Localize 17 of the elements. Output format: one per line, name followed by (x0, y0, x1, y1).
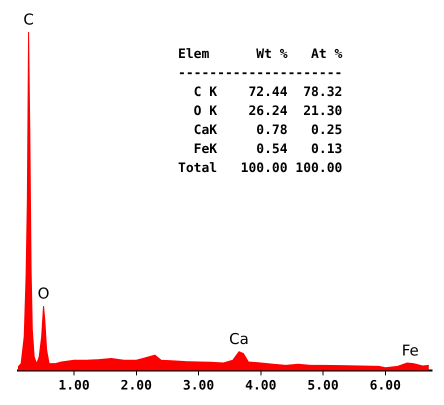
annotation: Ca (229, 330, 249, 348)
x-tick-label: 2.00 (120, 378, 152, 394)
annotation: O (38, 284, 50, 302)
annotation: CaK 0.78 0.25 (178, 122, 342, 138)
annotation: Elem Wt % At % (178, 46, 343, 62)
annotation: Total 100.00 100.00 (178, 160, 343, 176)
x-tick-label: 4.00 (245, 378, 277, 394)
x-tick-label: 3.00 (182, 378, 214, 394)
annotation: --------------------- (178, 66, 342, 81)
annotation: O K 26.24 21.30 (178, 104, 343, 119)
annotation: C K 72.44 78.32 (178, 84, 342, 100)
x-tick-label: 6.00 (370, 378, 402, 394)
annotation: Fe (402, 341, 419, 360)
x-tick-label: 1.00 (58, 378, 90, 394)
annotation: FeK 0.54 0.13 (178, 142, 342, 157)
annotation: C (23, 10, 34, 28)
x-tick-label: 5.00 (307, 378, 339, 394)
